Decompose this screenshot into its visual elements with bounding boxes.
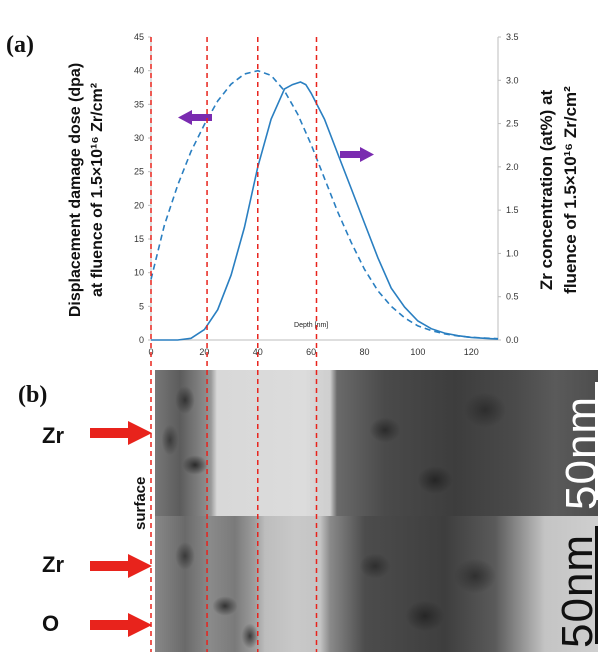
y-right-tick-label: 1.0: [506, 248, 519, 258]
series-dashed-line: [150, 69, 499, 340]
element-label-zr-bottom: Zr: [42, 552, 64, 577]
purple-arrow-left: [178, 110, 212, 125]
y-left-tick-label: 15: [134, 234, 144, 244]
element-label-zr-top: Zr: [42, 423, 64, 448]
x-tick-label: 40: [253, 347, 263, 357]
y-axis-left-label: Displacement damage dose (dpa) at fluence…: [67, 63, 106, 317]
purple-arrow-right: [340, 147, 374, 162]
y-left-tick-label: 0: [139, 335, 144, 345]
series-solid-line: [151, 81, 499, 341]
y-left-tick-label: 20: [134, 200, 144, 210]
red-arrow-zr-bottom: [90, 554, 152, 578]
y-left-tick-label: 10: [134, 268, 144, 278]
series-arrows: [178, 110, 374, 162]
tem-bottom-scale-bar: [595, 526, 598, 644]
y-right-tick-label: 1.5: [506, 205, 519, 215]
tick-labels: 0 20 40 60 80 100 120 0 5 10 15 20 25 30 35 40 45 0.0 0.5 1…: [134, 32, 519, 357]
panel-a-label: (a): [6, 32, 34, 58]
x-tick-label: 100: [410, 347, 425, 357]
tem-image-top: 50nm: [155, 370, 598, 516]
tem-bottom-texture: [155, 516, 598, 652]
x-tick-label: 60: [306, 347, 316, 357]
y-left-tick-label: 25: [134, 167, 144, 177]
y-left-tick-label: 30: [134, 133, 144, 143]
depth-profile-chart: Displacement damage dose (dpa) at fluence…: [67, 32, 580, 357]
x-axis-label: Depth [nm]: [294, 322, 328, 329]
tem-image-bottom: 50nm: [155, 516, 598, 652]
tem-top-scale-label: 50nm: [557, 395, 598, 510]
y-right-tick-label: 2.0: [506, 162, 519, 172]
axes: [150, 37, 499, 341]
tem-top-scale-bar: [595, 382, 598, 500]
surface-label: surface: [132, 476, 149, 530]
y-left-tick-label: 5: [139, 301, 144, 311]
y-left-label-line: Displacement damage dose (dpa): [67, 63, 84, 317]
panel-b-label: (b): [18, 382, 48, 408]
y-right-label-line: Zr concentration (at%) at: [537, 90, 556, 291]
element-label-o: O: [42, 611, 60, 636]
x-tick-label: 120: [464, 347, 479, 357]
y-left-label-line: at fluence of 1.5×10¹⁶ Zr/cm²: [89, 83, 106, 297]
y-left-tick-label: 35: [134, 99, 144, 109]
y-right-tick-label: 3.0: [506, 75, 519, 85]
y-axis-right-label: Zr concentration (at%) at fluence of 1.5×…: [537, 86, 580, 294]
y-left-tick-label: 45: [134, 32, 144, 42]
red-arrow-zr-top: [90, 421, 152, 445]
y-right-label-line: fluence of 1.5×10¹⁶ Zr/cm²: [561, 86, 580, 294]
red-arrow-o: [90, 613, 152, 637]
y-right-tick-label: 0.5: [506, 292, 519, 302]
x-tick-label: 80: [360, 347, 370, 357]
y-right-tick-label: 2.5: [506, 119, 519, 129]
x-tick-label: 0: [148, 347, 153, 357]
y-right-tick-label: 3.5: [506, 32, 519, 42]
series-group: [150, 69, 499, 341]
y-right-tick-label: 0.0: [506, 335, 519, 345]
x-tick-label: 20: [199, 347, 209, 357]
tem-top-texture: [155, 370, 598, 516]
tem-bottom-scale-label: 50nm: [553, 533, 598, 648]
y-left-tick-label: 40: [134, 66, 144, 76]
